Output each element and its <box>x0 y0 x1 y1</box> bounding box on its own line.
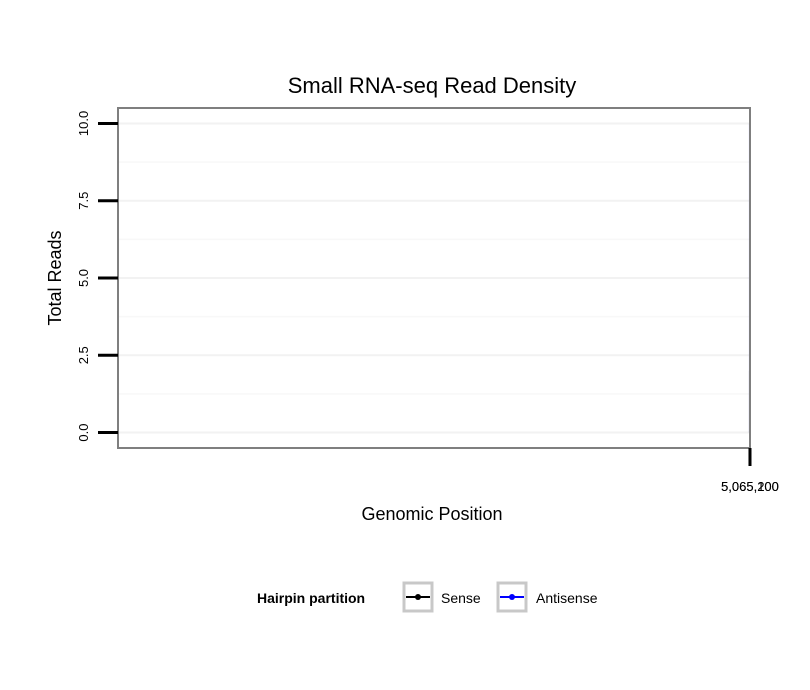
legend-entry-sense[interactable]: Sense <box>402 581 481 613</box>
legend-label-sense: Sense <box>441 590 481 606</box>
legend-point-antisense <box>509 594 515 600</box>
x-axis-title: Genomic Position <box>361 504 502 524</box>
chart-title: Small RNA-seq Read Density <box>288 73 577 98</box>
legend-point-sense <box>415 594 421 600</box>
legend: Hairpin partition Sense Antisense <box>257 581 598 613</box>
legend-entry-antisense[interactable]: Antisense <box>496 581 598 613</box>
legend-title: Hairpin partition <box>257 590 365 606</box>
y-tick-label: 5.0 <box>76 269 91 287</box>
x-tick-label: 5,065,200 <box>721 479 779 494</box>
legend-label-antisense: Antisense <box>536 590 598 606</box>
plot-area <box>117 107 751 449</box>
y-tick-label: 2.5 <box>76 346 91 364</box>
y-tick-label: 10.0 <box>76 111 91 136</box>
y-axis-title: Total Reads <box>45 230 65 325</box>
y-tick-label: 7.5 <box>76 192 91 210</box>
y-axis: 0.0 2.5 5.0 7.5 10.0 <box>76 111 118 442</box>
x-tick-label: 5,065,100 <box>721 479 779 494</box>
y-tick-label: 0.0 <box>76 424 91 442</box>
